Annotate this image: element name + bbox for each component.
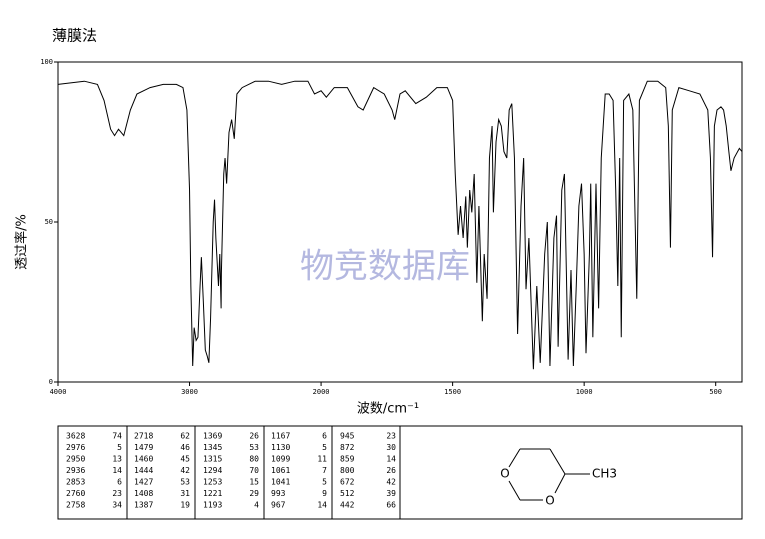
peak-transmittance: 23 bbox=[112, 489, 122, 498]
x-tick-label: 1500 bbox=[444, 388, 461, 396]
peak-wavenumber: 1253 bbox=[203, 478, 222, 487]
peak-transmittance: 31 bbox=[180, 489, 190, 498]
peak-transmittance: 30 bbox=[386, 443, 396, 452]
watermark: 物竞数据库 bbox=[300, 247, 470, 287]
peak-wavenumber: 512 bbox=[340, 489, 355, 498]
peak-transmittance: 5 bbox=[322, 443, 327, 452]
peak-wavenumber: 1061 bbox=[271, 466, 290, 475]
ring bbox=[508, 448, 590, 501]
peak-transmittance: 13 bbox=[112, 455, 122, 464]
peak-wavenumber: 859 bbox=[340, 455, 355, 464]
peak-wavenumber: 3628 bbox=[66, 432, 85, 441]
peak-wavenumber: 967 bbox=[271, 501, 286, 510]
peak-wavenumber: 2976 bbox=[66, 443, 85, 452]
peak-transmittance: 26 bbox=[249, 432, 259, 441]
peak-transmittance: 15 bbox=[249, 478, 259, 487]
peak-transmittance: 66 bbox=[386, 501, 396, 510]
peak-wavenumber: 2760 bbox=[66, 489, 85, 498]
peak-wavenumber: 1221 bbox=[203, 489, 222, 498]
y-tick-label: 50 bbox=[45, 218, 53, 226]
peak-transmittance: 23 bbox=[386, 432, 396, 441]
peak-transmittance: 70 bbox=[249, 466, 259, 475]
peak-transmittance: 26 bbox=[386, 466, 396, 475]
x-tick-label: 3000 bbox=[181, 388, 198, 396]
peak-wavenumber: 872 bbox=[340, 443, 355, 452]
peak-transmittance: 74 bbox=[112, 432, 122, 441]
x-axis-label: 波数/cm⁻¹ bbox=[357, 402, 419, 417]
peak-transmittance: 29 bbox=[249, 489, 259, 498]
peak-wavenumber: 2718 bbox=[134, 432, 153, 441]
peak-transmittance: 42 bbox=[180, 466, 190, 475]
peak-transmittance: 19 bbox=[180, 501, 190, 510]
peak-wavenumber: 672 bbox=[340, 478, 355, 487]
peak-transmittance: 14 bbox=[317, 501, 327, 510]
peak-wavenumber: 1479 bbox=[134, 443, 153, 452]
y-tick-label: 100 bbox=[40, 58, 53, 66]
peak-transmittance: 45 bbox=[180, 455, 190, 464]
peak-transmittance: 46 bbox=[180, 443, 190, 452]
peak-wavenumber: 1369 bbox=[203, 432, 222, 441]
peak-wavenumber: 1130 bbox=[271, 443, 290, 452]
peak-wavenumber: 800 bbox=[340, 466, 355, 475]
peak-wavenumber: 2853 bbox=[66, 478, 85, 487]
atom-label: O bbox=[545, 494, 554, 508]
atom-label: CH3 bbox=[592, 467, 617, 481]
peak-wavenumber: 1408 bbox=[134, 489, 153, 498]
atom-label: O bbox=[500, 467, 509, 481]
peak-wavenumber: 442 bbox=[340, 501, 355, 510]
peak-wavenumber: 1167 bbox=[271, 432, 290, 441]
x-tick-label: 1000 bbox=[576, 388, 593, 396]
peak-wavenumber: 993 bbox=[271, 489, 286, 498]
y-axis-label: 透过率/% bbox=[14, 214, 30, 270]
peak-transmittance: 14 bbox=[386, 455, 396, 464]
peak-transmittance: 4 bbox=[254, 501, 259, 510]
peak-transmittance: 80 bbox=[249, 455, 259, 464]
peak-transmittance: 42 bbox=[386, 478, 396, 487]
y-tick-label: 0 bbox=[49, 378, 53, 386]
peak-wavenumber: 1315 bbox=[203, 455, 222, 464]
x-tick-label: 2000 bbox=[313, 388, 330, 396]
peak-transmittance: 39 bbox=[386, 489, 396, 498]
peak-wavenumber: 945 bbox=[340, 432, 355, 441]
x-tick-label: 500 bbox=[709, 388, 722, 396]
peak-transmittance: 34 bbox=[112, 501, 122, 510]
peak-transmittance: 7 bbox=[322, 466, 327, 475]
peak-wavenumber: 1193 bbox=[203, 501, 222, 510]
peak-transmittance: 53 bbox=[180, 478, 190, 487]
peak-transmittance: 9 bbox=[322, 489, 327, 498]
peak-wavenumber: 2950 bbox=[66, 455, 85, 464]
peak-wavenumber: 1460 bbox=[134, 455, 153, 464]
peak-wavenumber: 1444 bbox=[134, 466, 153, 475]
peak-wavenumber: 1041 bbox=[271, 478, 290, 487]
peak-transmittance: 6 bbox=[117, 478, 122, 487]
peak-wavenumber: 1294 bbox=[203, 466, 222, 475]
chart-title: 薄膜法 bbox=[52, 27, 97, 45]
table-dividers bbox=[126, 426, 401, 519]
peak-transmittance: 53 bbox=[249, 443, 259, 452]
peak-transmittance: 5 bbox=[322, 478, 327, 487]
x-tick-label: 4000 bbox=[50, 388, 67, 396]
peak-transmittance: 11 bbox=[317, 455, 327, 464]
peak-transmittance: 6 bbox=[322, 432, 327, 441]
peak-transmittance: 62 bbox=[180, 432, 190, 441]
peak-transmittance: 14 bbox=[112, 466, 122, 475]
peak-wavenumber: 1099 bbox=[271, 455, 290, 464]
peak-transmittance: 5 bbox=[117, 443, 122, 452]
peak-wavenumber: 1387 bbox=[134, 501, 153, 510]
peak-wavenumber: 2758 bbox=[66, 501, 85, 510]
peak-wavenumber: 2936 bbox=[66, 466, 85, 475]
peak-wavenumber: 1427 bbox=[134, 478, 153, 487]
peak-wavenumber: 1345 bbox=[203, 443, 222, 452]
spectrum-line bbox=[57, 80, 743, 370]
